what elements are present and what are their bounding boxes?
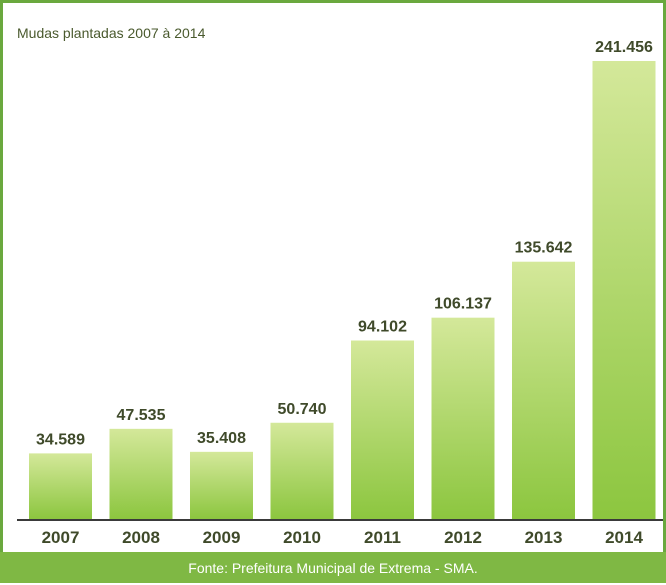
bar-2013 xyxy=(512,261,575,519)
category-label-2014: 2014 xyxy=(605,528,643,547)
bar-2014 xyxy=(592,61,656,519)
value-label-2013: 135.642 xyxy=(515,240,573,257)
chart-title: Mudas plantadas 2007 à 2014 xyxy=(17,25,206,41)
value-label-2014: 241.456 xyxy=(595,39,653,56)
category-label-2008: 2008 xyxy=(122,528,160,547)
category-label-2010: 2010 xyxy=(283,528,321,547)
bars-group: 34.589 2007 47.535 2008 35.408 2009 50.740 2010… xyxy=(29,39,656,547)
bar-2009 xyxy=(190,451,253,519)
bar-2008 xyxy=(109,428,173,519)
value-label-2007: 34.589 xyxy=(36,431,85,448)
bar-chart: 34.589 2007 47.535 2008 35.408 2009 50.740 2010… xyxy=(17,39,663,547)
category-label-2009: 2009 xyxy=(203,528,241,547)
bar-2007 xyxy=(29,453,92,519)
bar-2011 xyxy=(351,340,414,519)
category-label-2011: 2011 xyxy=(364,528,401,547)
category-label-2012: 2012 xyxy=(444,528,482,547)
value-label-2008: 47.535 xyxy=(117,407,166,424)
value-label-2012: 106.137 xyxy=(434,296,492,313)
value-label-2011: 94.102 xyxy=(358,319,407,336)
value-label-2009: 35.408 xyxy=(197,430,246,447)
category-label-2007: 2007 xyxy=(42,528,80,547)
bar-2010 xyxy=(270,422,334,519)
bar-2012 xyxy=(431,317,495,519)
value-label-2010: 50.740 xyxy=(278,401,327,418)
category-label-2013: 2013 xyxy=(525,528,563,547)
source-footer: Fonte: Prefeitura Municipal de Extrema -… xyxy=(0,552,666,583)
